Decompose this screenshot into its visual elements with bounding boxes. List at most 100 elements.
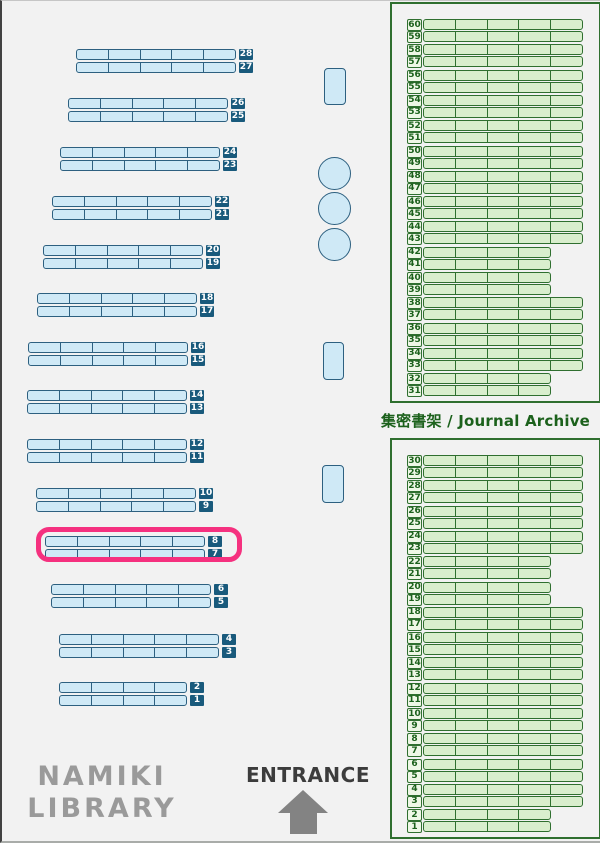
archive-lower-badge-15: 15 [407, 644, 422, 657]
shelf-segment [424, 468, 456, 477]
shelf-segment [488, 285, 520, 294]
archive-lower-badge-27: 27 [407, 492, 422, 505]
shelf-segment [488, 670, 520, 680]
archive-upper-row-34 [423, 347, 583, 359]
shelf-segment [124, 343, 157, 352]
shelf-segment [92, 683, 124, 692]
shelf-segment [456, 121, 488, 131]
shelf-segment [456, 348, 488, 358]
archive-upper-badge-31: 31 [407, 385, 422, 398]
shelf-segment [488, 57, 520, 67]
shelf-segment [155, 453, 186, 462]
shelf-segment [69, 99, 101, 108]
shelf-segment [519, 121, 552, 131]
archive-upper-row-52 [423, 120, 583, 132]
archive-upper-badge-48: 48 [407, 170, 422, 183]
shelf-segment [519, 619, 552, 629]
archive-lower-row-6 [423, 758, 583, 770]
shelf-badge-3: 3 [222, 647, 236, 658]
archive-lower-row-19 [423, 593, 551, 605]
archive-lower-badge-4: 4 [407, 783, 422, 796]
archive-lower-row-13 [423, 669, 583, 681]
archive-upper-row-56 [423, 69, 583, 81]
shelf-segment [488, 543, 520, 553]
shelf-segment [488, 746, 520, 756]
shelf-segment [60, 648, 92, 657]
shelf-segment [456, 146, 488, 156]
shelf-segment [551, 456, 582, 465]
shelf-segment [156, 343, 187, 352]
journal-archive-label: 集密書架 / Journal Archive [380, 412, 591, 430]
shelf-segment [551, 532, 582, 541]
shelf-segment [101, 112, 133, 121]
shelf-segment [165, 294, 196, 303]
round-table-1 [318, 157, 351, 190]
shelf-segment [488, 695, 520, 705]
shelf-segment [456, 619, 488, 629]
shelf-segment [424, 633, 456, 643]
shelf-segment [424, 234, 456, 244]
shelf-segment [519, 171, 552, 181]
shelf-segment [456, 82, 488, 92]
archive-lower-row-30 [423, 455, 583, 466]
shelf-segment [424, 543, 456, 553]
shelf-segment [60, 440, 92, 449]
archive-lower-row-20 [423, 581, 551, 593]
shelf-segment [424, 323, 456, 333]
archive-lower-badge-28: 28 [407, 480, 422, 493]
shelf-segment [60, 635, 92, 644]
shelf-row-28 [76, 49, 236, 60]
shelf-segment [92, 391, 124, 400]
shelf-segment [108, 246, 140, 255]
archive-lower-row-16 [423, 632, 583, 644]
shelf-segment [456, 645, 488, 655]
shelf-segment [488, 146, 520, 156]
shelf-segment [165, 307, 196, 316]
shelf-segment [424, 374, 456, 384]
archive-lower-row-21 [423, 568, 551, 580]
shelf-segment [148, 197, 181, 206]
shelf-segment [85, 197, 117, 206]
shelf-segment [424, 481, 456, 491]
shelf-segment [53, 210, 85, 219]
shelf-row-18 [37, 293, 197, 304]
shelf-segment [551, 121, 582, 130]
shelf-badge-9: 9 [199, 501, 213, 512]
archive-lower-badge-29: 29 [407, 467, 422, 479]
shelf-segment [77, 63, 109, 72]
shelf-segment [172, 50, 205, 59]
shelf-segment [488, 619, 520, 629]
shelf-segment [519, 658, 552, 668]
shelf-segment [60, 453, 92, 462]
shelf-badge-7: 7 [208, 549, 222, 560]
shelf-segment [519, 57, 552, 67]
shelf-segment [519, 721, 552, 730]
shelf-segment [155, 696, 186, 705]
shelf-segment [424, 209, 456, 219]
shelf-segment [551, 507, 582, 516]
shelf-segment [488, 759, 520, 769]
shelf-segment [70, 294, 102, 303]
shelf-segment [187, 635, 218, 644]
shelf-segment [456, 822, 488, 832]
shelf-segment [123, 391, 156, 400]
shelf-segment [519, 82, 552, 92]
shelf-segment [519, 695, 552, 705]
shelf-segment [551, 481, 582, 490]
shelf-segment [551, 772, 582, 781]
shelf-segment [488, 45, 520, 55]
shelf-segment [37, 502, 69, 511]
shelf-segment [519, 709, 552, 718]
shelf-segment [519, 260, 550, 269]
shelf-segment [551, 108, 582, 117]
shelf-segment [155, 440, 186, 449]
shelf-segment [488, 234, 520, 244]
shelf-segment [488, 95, 520, 105]
shelf-segment [124, 648, 156, 657]
shelf-segment [456, 481, 488, 491]
shelf-segment [147, 598, 180, 607]
shelf-segment [519, 645, 552, 655]
archive-upper-badge-59: 59 [407, 31, 422, 43]
shelf-segment [519, 183, 552, 193]
shelf-segment [93, 148, 125, 157]
